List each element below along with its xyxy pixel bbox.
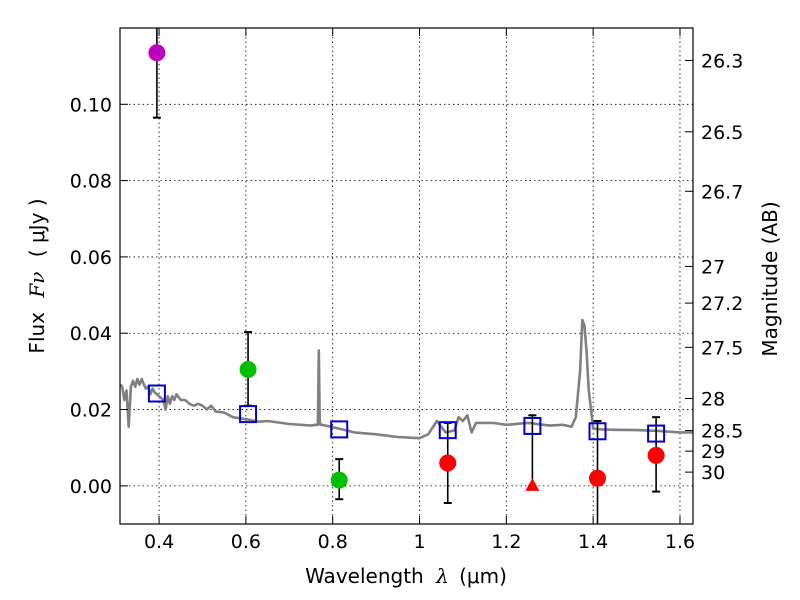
model-photometry-point <box>438 421 457 440</box>
y-tick-label: 0.02 <box>70 400 112 422</box>
x-tick-label: 1.4 <box>578 531 608 553</box>
data-point-detection-green <box>330 471 348 489</box>
x-axis-label: Wavelength λ (μm) <box>305 564 507 588</box>
x-tick-label: 0.4 <box>144 531 174 553</box>
y-axis-label-unit: ( μJy ) <box>25 198 49 257</box>
x-axis-label-text: Wavelength <box>305 564 424 588</box>
y2-tick-label: 26.3 <box>701 50 743 72</box>
x-axis-label-unit: (μm) <box>459 564 507 588</box>
model-photometry-point <box>647 424 666 443</box>
data-point-detection-green <box>239 360 257 378</box>
y2-tick-label: 27.5 <box>701 337 743 359</box>
x-tick-label: 1.2 <box>491 531 521 553</box>
x-tick-label: 0.6 <box>231 531 261 553</box>
y2-tick-label: 26.5 <box>701 122 743 144</box>
y2-tick-label: 28.5 <box>701 421 743 443</box>
data-point-detection-red <box>647 446 665 464</box>
y-axis-ticks: 0.00 0.02 0.04 0.06 0.08 0.10 <box>70 94 128 498</box>
plot-frame <box>119 27 694 525</box>
y-axis-label-text: Flux <box>25 312 49 354</box>
model-photometry-point <box>330 420 349 439</box>
y2-tick-label: 26.7 <box>701 181 743 203</box>
model-photometry-point <box>523 416 542 435</box>
y-tick-label: 0.00 <box>70 476 112 498</box>
y-tick-label: 0.06 <box>70 247 112 269</box>
y2-tick-label: 30 <box>701 462 725 484</box>
y-tick-label: 0.10 <box>70 94 112 116</box>
x-tick-label: 1 <box>413 531 425 553</box>
y2-tick-label: 27 <box>701 256 725 278</box>
y-tick-label: 0.04 <box>70 323 112 345</box>
y2-tick-label: 27.2 <box>701 293 743 315</box>
y-tick-label: 0.08 <box>70 171 112 193</box>
data-point-detection-red <box>439 454 457 472</box>
model-photometry-point <box>588 422 607 441</box>
model-photometry-point <box>239 405 258 424</box>
y2-tick-label: 28 <box>701 388 725 410</box>
data-markers <box>147 44 666 491</box>
upper-limit-marker <box>525 477 540 491</box>
y-axis-label-symbol: Fν <box>25 272 49 299</box>
x-axis-label-symbol: λ <box>435 564 449 588</box>
x-axis-ticks: 0.4 0.6 0.8 1 1.2 1.4 1.6 <box>144 28 695 553</box>
plot-background <box>120 28 693 524</box>
x-tick-label: 0.8 <box>318 531 348 553</box>
data-point-detection-blue <box>148 44 166 62</box>
data-point-detection-red <box>589 469 606 487</box>
y2-tick-label: 29 <box>701 441 725 463</box>
model-photometry-point <box>147 384 166 403</box>
x-tick-label: 1.6 <box>665 531 695 553</box>
y-axis-label: Flux Fν ( μJy ) <box>25 198 49 353</box>
y2-axis-label: Magnitude (AB) <box>758 201 782 356</box>
